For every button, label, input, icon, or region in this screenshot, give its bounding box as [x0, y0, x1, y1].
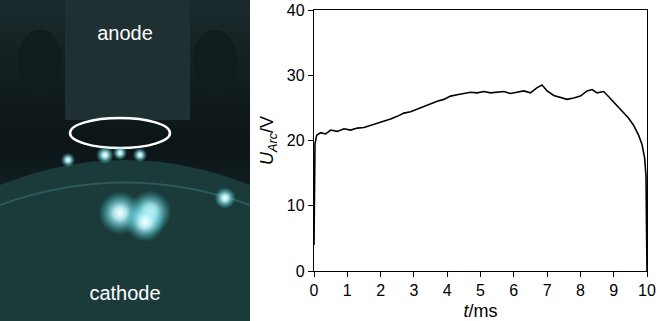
- svg-text:30: 30: [287, 67, 305, 84]
- svg-text:10: 10: [287, 197, 305, 214]
- svg-text:20: 20: [287, 132, 305, 149]
- svg-text:t/ms: t/ms: [463, 301, 497, 321]
- svg-text:cathode: cathode: [89, 282, 160, 304]
- svg-text:anode: anode: [97, 22, 153, 44]
- svg-text:10: 10: [638, 282, 656, 299]
- svg-text:U​Arc​/V: U​Arc​/V: [257, 116, 280, 165]
- svg-text:2: 2: [376, 282, 385, 299]
- svg-text:0: 0: [310, 282, 319, 299]
- svg-text:6: 6: [509, 282, 518, 299]
- svg-text:3: 3: [409, 282, 418, 299]
- svg-text:4: 4: [443, 282, 452, 299]
- svg-text:9: 9: [609, 282, 618, 299]
- svg-text:8: 8: [576, 282, 585, 299]
- svg-text:7: 7: [543, 282, 552, 299]
- svg-text:1: 1: [343, 282, 352, 299]
- svg-text:0: 0: [296, 263, 305, 280]
- svg-text:5: 5: [476, 282, 485, 299]
- svg-text:40: 40: [287, 2, 305, 19]
